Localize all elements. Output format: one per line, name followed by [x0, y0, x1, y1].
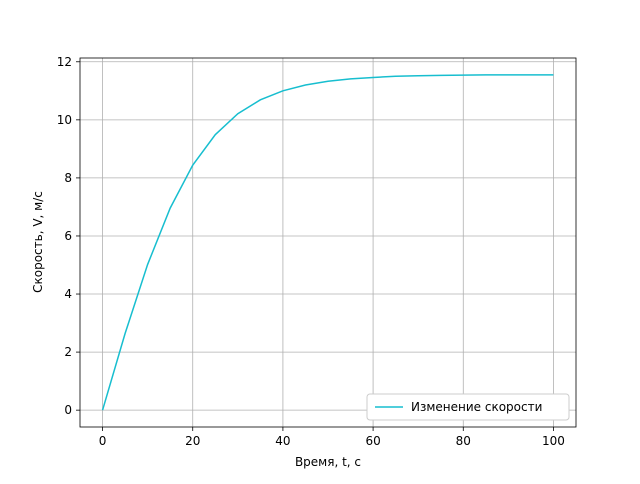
y-tick-label: 2 [64, 345, 72, 359]
x-tick-label: 20 [185, 434, 200, 448]
y-tick-label: 12 [57, 55, 72, 69]
x-tick-label: 80 [456, 434, 471, 448]
y-axis-label: Скорость, V, м/с [31, 191, 45, 293]
legend-label: Изменение скорости [411, 400, 542, 414]
legend-box [366, 393, 570, 421]
x-tick-label: 40 [275, 434, 290, 448]
x-tick-label: 60 [365, 434, 380, 448]
x-axis-label: Время, t, с [295, 455, 361, 469]
line [101, 74, 554, 411]
y-tick-label: 6 [64, 229, 72, 243]
y-tick-label: 10 [57, 113, 72, 127]
y-tick-label: 8 [64, 171, 72, 185]
y-tick-label: 0 [64, 403, 72, 417]
plot-frame [79, 57, 577, 428]
x-tick-label: 0 [99, 434, 107, 448]
y-tick-label: 4 [64, 287, 72, 301]
x-tick-label: 100 [542, 434, 565, 448]
